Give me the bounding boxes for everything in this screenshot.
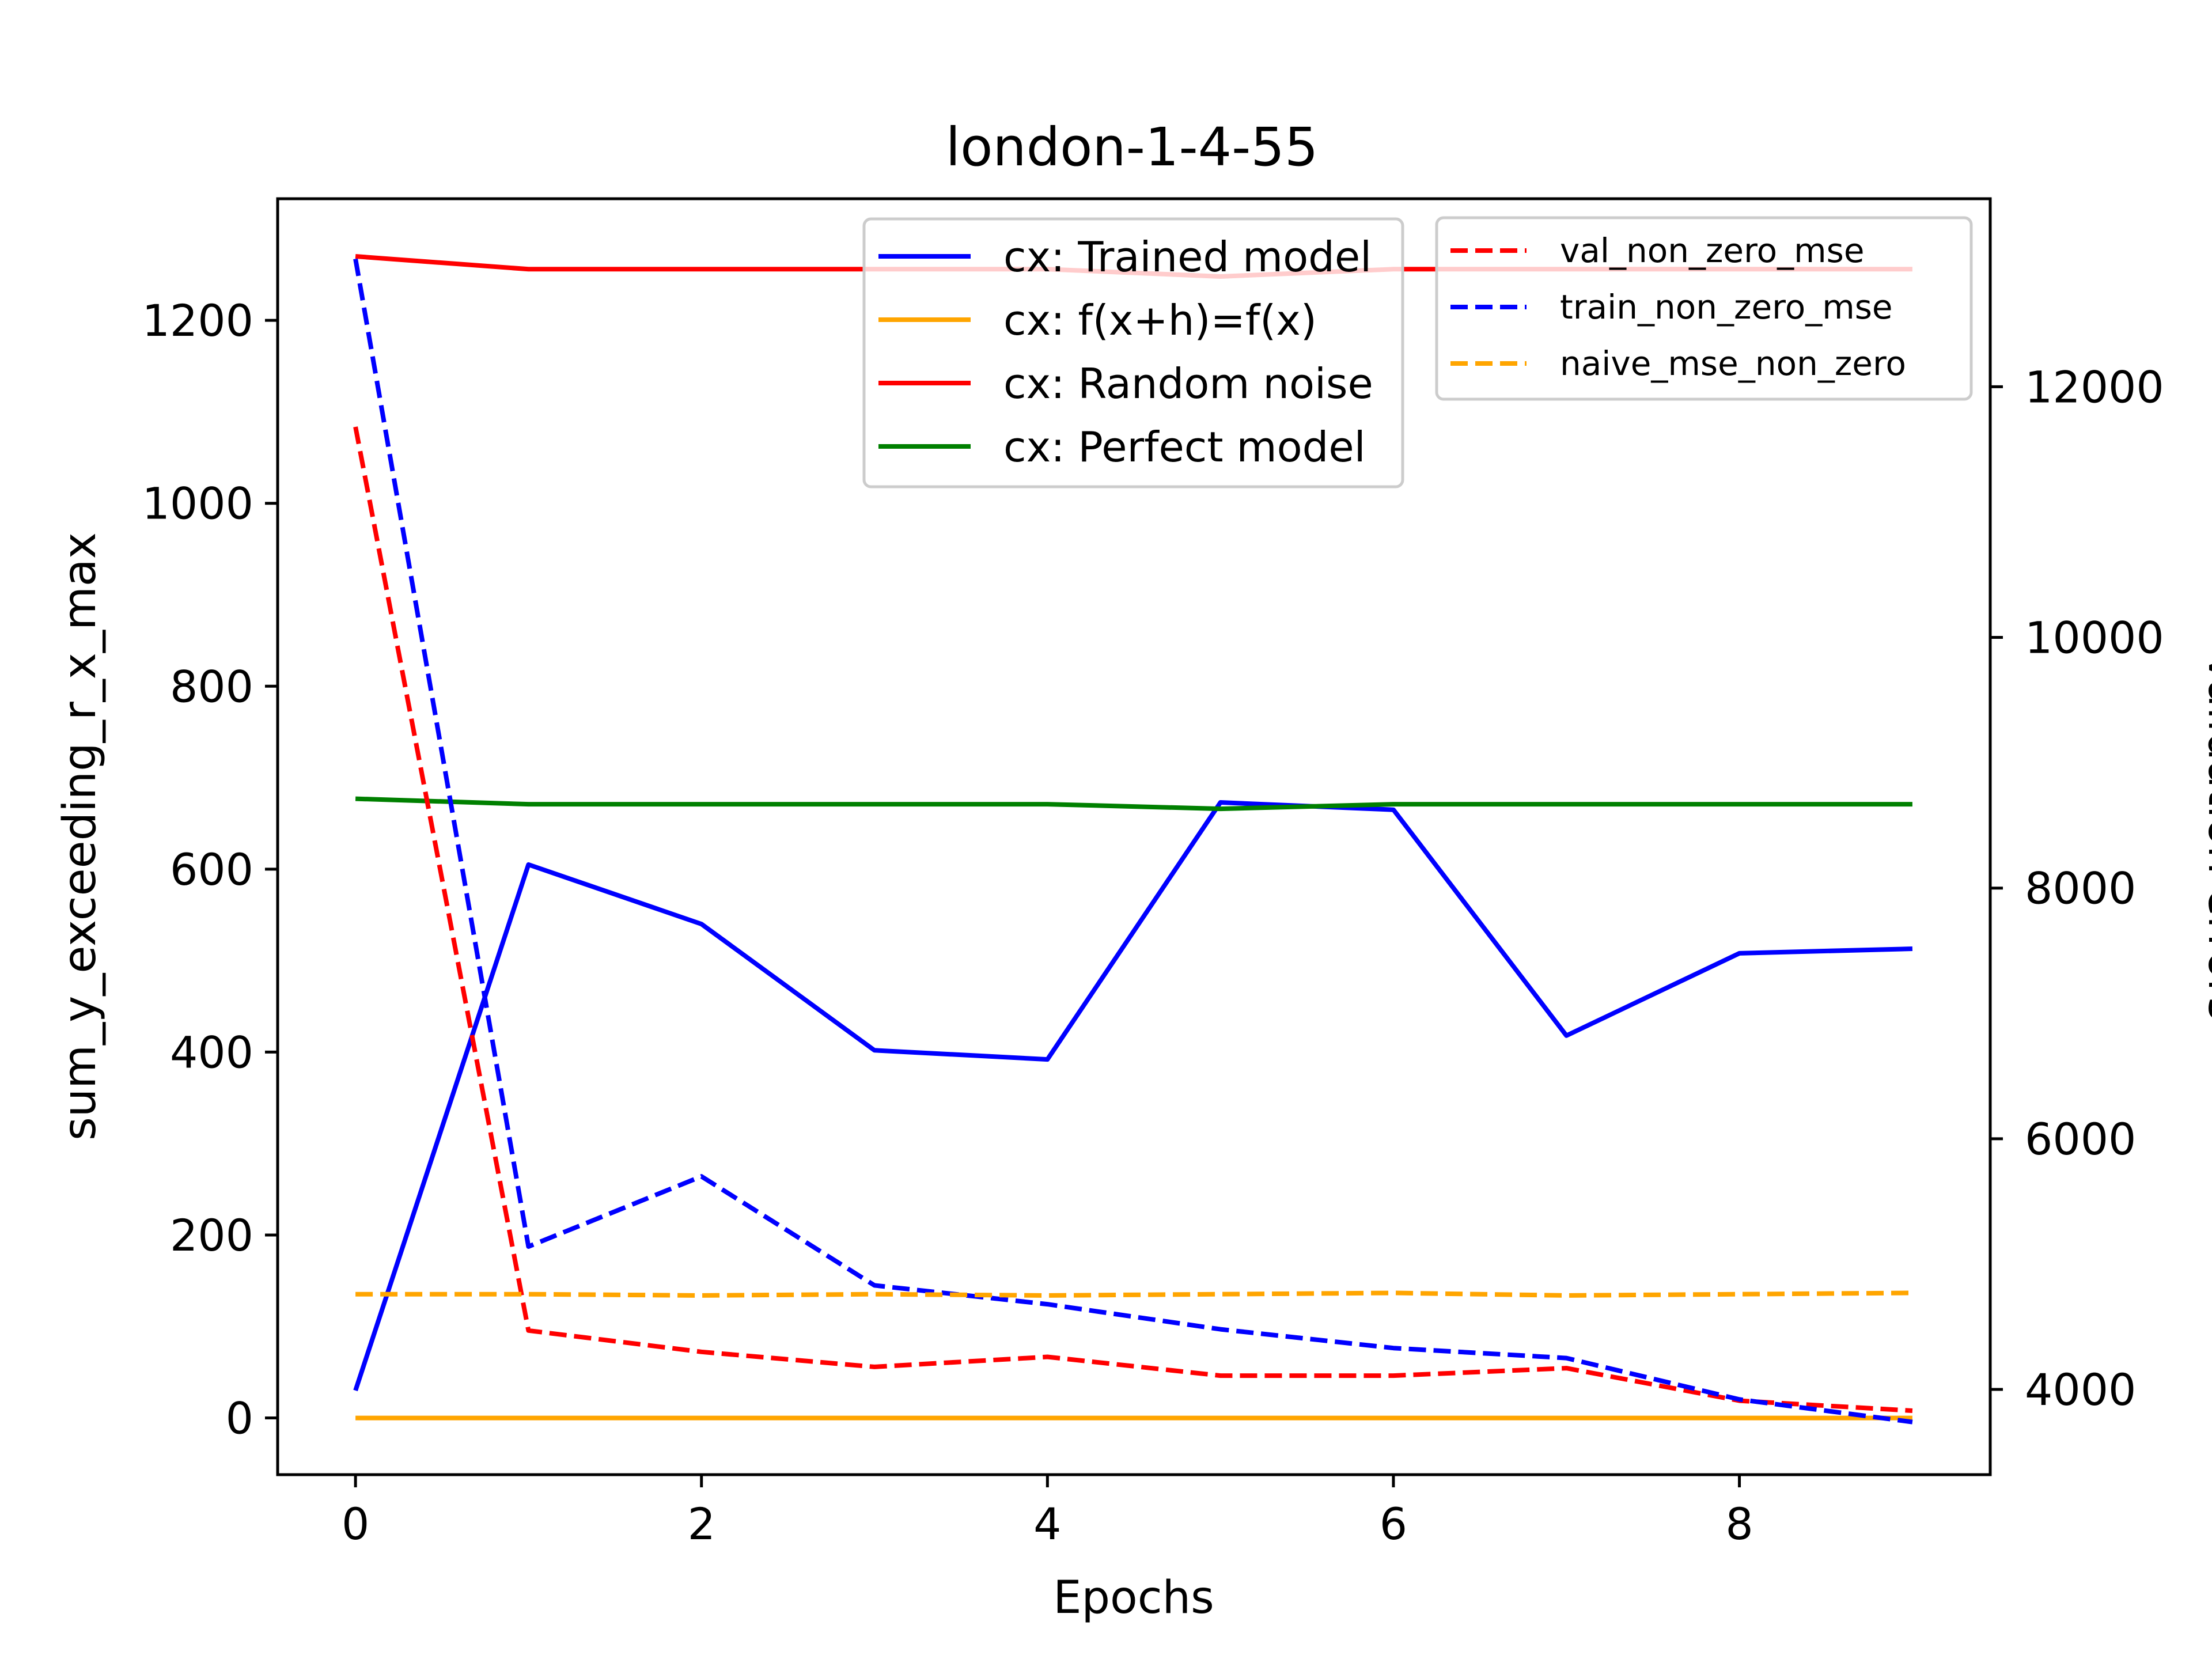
right-series-train-non-zero-mse [353, 258, 1913, 1425]
y-axis-right: 4000 6000 8000 10000 12000 [1990, 361, 2164, 1415]
legend-right-label-train-non-zero-mse: train_non_zero_mse [1560, 287, 1893, 327]
y-axis-right-label: Validation errors [2198, 652, 2212, 1020]
y-left-tick-label: 200 [170, 1210, 253, 1261]
x-axis: 0 2 4 6 8 [342, 1475, 1753, 1550]
legend-right-frame [1435, 216, 1973, 401]
y-right-tick-label: 8000 [2025, 863, 2136, 914]
right-series-val-non-zero-mse [353, 426, 1913, 1413]
y-left-tick-label: 1200 [142, 295, 253, 346]
y-right-tick-label: 6000 [2025, 1113, 2136, 1165]
legend-left-label-cx-trained-model: cx: Trained model [1003, 233, 1372, 281]
x-tick-label: 2 [688, 1498, 715, 1550]
y-axis-left-label: sum_y_exceeding_r_x_max [54, 532, 106, 1141]
left-series-cx-perfect-model [355, 796, 1912, 812]
legend-left: cx: Trained model cx: f(x+h)=f(x) cx: Rand… [862, 217, 1404, 488]
legend-left-label-cx-random-noise: cx: Random noise [1003, 359, 1373, 408]
y-left-tick-label: 0 [226, 1393, 253, 1444]
y-axis-left: 0 200 400 600 800 1000 1200 [142, 295, 278, 1444]
x-axis-label: Epochs [1053, 1572, 1214, 1624]
y-left-tick-label: 800 [170, 661, 253, 712]
right-series-naive-mse-non-zero [355, 1290, 1912, 1298]
x-tick-label: 0 [342, 1498, 369, 1550]
y-right-tick-label: 12000 [2025, 361, 2164, 412]
legend-left-label-cx-perfect-model: cx: Perfect model [1003, 423, 1366, 471]
axes-frame [276, 197, 1992, 1476]
x-tick-label: 8 [1725, 1498, 1753, 1550]
x-tick-label: 6 [1380, 1498, 1407, 1550]
y-left-tick-label: 1000 [142, 478, 253, 529]
x-tick-label: 4 [1033, 1498, 1061, 1550]
legend-right-label-val-non-zero-mse: val_non_zero_mse [1560, 231, 1865, 270]
y-left-tick-label: 400 [170, 1027, 253, 1078]
y-right-tick-label: 10000 [2025, 612, 2164, 664]
legend-left-frame [862, 217, 1404, 488]
legend-right-label-naive-mse-non-zero: naive_mse_non_zero [1560, 344, 1906, 383]
y-left-tick-label: 600 [170, 844, 253, 895]
left-series-cx-trained-model [353, 800, 1913, 1392]
legend-right: val_non_zero_mse train_non_zero_mse naive_… [1435, 216, 1973, 401]
legend-left-label-cx-f-x-h-f-x: cx: f(x+h)=f(x) [1003, 296, 1317, 344]
y-right-tick-label: 4000 [2025, 1364, 2136, 1415]
chart-title: london-1-4-55 [946, 116, 1319, 178]
